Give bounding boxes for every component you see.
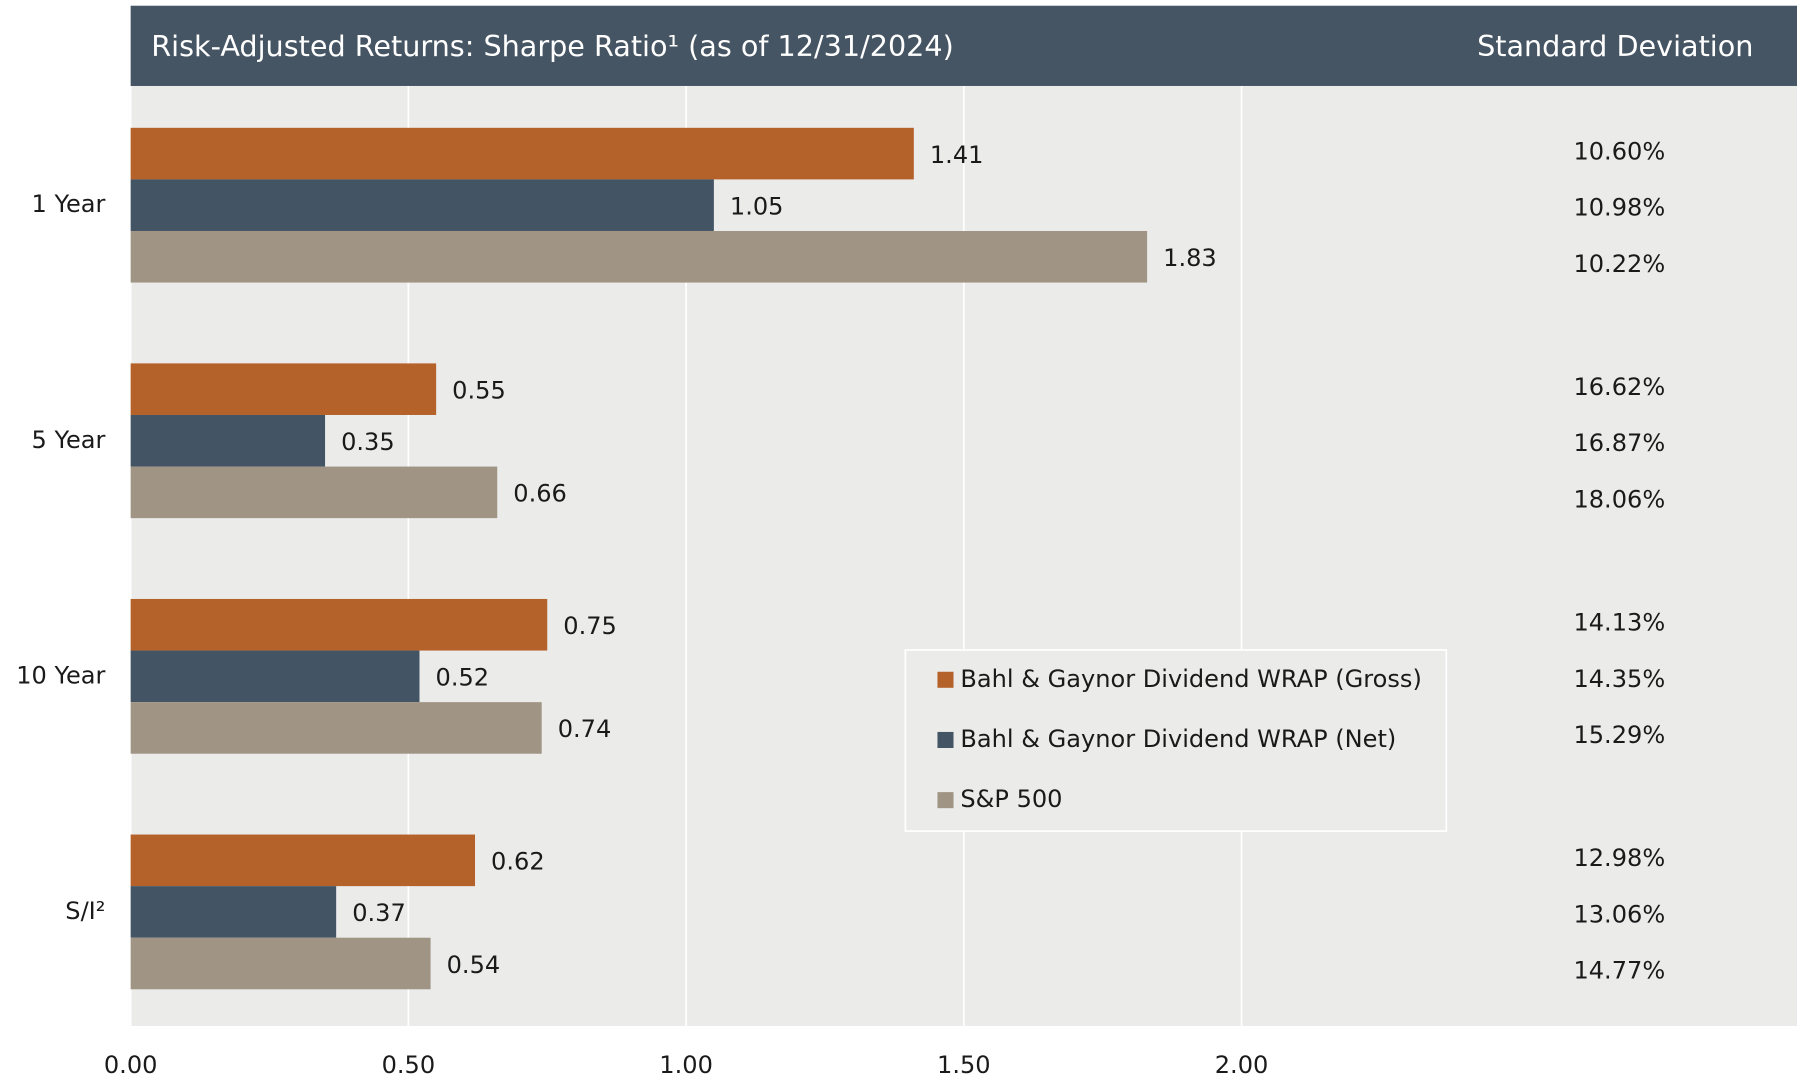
y-tick-label: S/I² [65,897,105,925]
value-label: 0.35 [341,428,395,456]
bar [130,834,476,887]
std-dev-label: 13.06% [1573,900,1665,928]
std-dev-label: 14.35% [1573,665,1665,693]
value-label: 0.52 [436,664,490,692]
value-label: 1.05 [730,192,784,220]
x-tick-label: 1.50 [937,1051,991,1079]
legend-swatch [937,792,954,809]
x-tick-label: 0.00 [104,1051,158,1079]
legend-label: S&P 500 [960,785,1062,813]
value-label: 0.74 [558,715,612,743]
legend-label: Bahl & Gaynor Dividend WRAP (Net) [960,725,1396,753]
std-dev-label: 12.98% [1573,844,1665,872]
std-dev-label: 10.98% [1573,194,1665,222]
std-dev-label: 14.13% [1573,609,1665,637]
y-tick-label: 1 Year [32,190,106,218]
x-tick-label: 1.00 [659,1051,713,1079]
std-dev-label: 10.60% [1573,137,1665,165]
value-label: 0.62 [491,848,545,876]
std-dev-label: 10.22% [1573,250,1665,278]
y-tick-label: 5 Year [32,426,106,454]
marks [130,127,1148,990]
bar [130,886,337,938]
bar [130,179,714,231]
value-label: 0.37 [352,899,406,927]
std-dev-label: 14.77% [1573,957,1665,985]
bar [130,937,431,990]
value-label: 1.41 [930,141,984,169]
header-bar [130,5,1797,86]
std-dev-label: 16.62% [1573,373,1665,401]
bar [130,363,437,415]
std-dev-label: 15.29% [1573,721,1665,749]
std-dev-title: Standard Deviation [1477,29,1753,63]
bar [130,466,498,519]
value-label: 1.83 [1163,244,1217,272]
value-label: 0.75 [563,612,617,640]
bar [130,702,542,754]
x-tick-label: 0.50 [382,1051,436,1079]
legend-swatch [937,731,954,748]
bar [130,598,548,651]
bar [130,650,420,703]
std-dev-label: 18.06% [1573,485,1665,513]
bar [130,414,326,467]
chart-title: Risk-Adjusted Returns: Sharpe Ratio¹ (as… [151,29,954,63]
x-tick-label: 2.00 [1215,1051,1269,1079]
std-dev-label: 16.87% [1573,429,1665,457]
legend-swatch [937,671,954,688]
legend-box [904,649,1448,832]
value-label: 0.54 [447,951,501,979]
bar [130,127,914,180]
y-tick-label: 10 Year [16,661,105,689]
legend-label: Bahl & Gaynor Dividend WRAP (Gross) [960,665,1421,693]
value-label: 0.55 [452,376,506,404]
value-label: 0.66 [513,480,567,508]
bar [130,230,1148,283]
